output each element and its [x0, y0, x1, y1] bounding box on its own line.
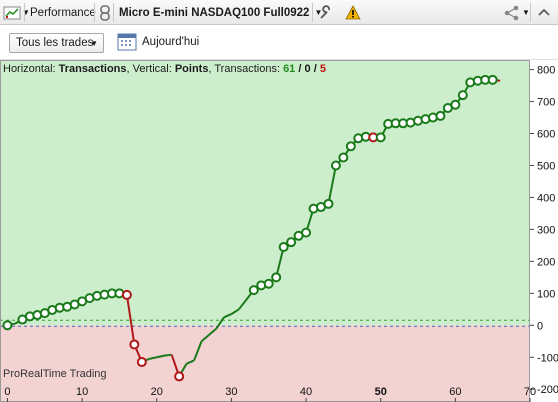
chevron-down-icon: ▼ — [522, 8, 530, 17]
instrument-selector[interactable]: Micro E-mini NASDAQ100 Full0922 ▼ — [119, 0, 322, 25]
equity-segment — [164, 353, 172, 357]
losses-count: 5 — [319, 63, 326, 75]
trade-point — [278, 241, 289, 252]
trade-point — [2, 320, 13, 331]
separator: / — [298, 63, 302, 75]
link-icon[interactable] — [99, 0, 111, 25]
trade-point — [323, 198, 334, 209]
trade-point — [129, 339, 140, 350]
filter-toolbar: Tous les trades ▼ Aujourd'hui — [0, 25, 558, 60]
y-tick-label: -200 — [537, 384, 558, 396]
trade-point — [121, 289, 132, 300]
y-tick-label: 800 — [537, 65, 555, 77]
trade-point — [338, 152, 349, 163]
trades-filter-label: Tous les trades — [16, 37, 94, 49]
trade-point — [286, 237, 297, 248]
equity-segment — [275, 246, 285, 278]
horizontal-axis-value: Transactions — [58, 63, 127, 75]
equity-segment — [230, 308, 240, 315]
trade-point — [248, 285, 259, 296]
y-tick-label: 500 — [537, 160, 555, 172]
share-icon[interactable]: ▼ — [503, 0, 530, 25]
neutral-count: 0 — [304, 63, 311, 75]
y-tick-label: 700 — [537, 97, 555, 109]
y-tick-label: 300 — [537, 224, 555, 236]
trade-point — [375, 132, 386, 143]
y-tick-label: 600 — [537, 129, 555, 141]
wins-count: 61 — [283, 63, 296, 75]
y-tick-label: 200 — [537, 256, 555, 268]
equity-curve-chart: -200 -100 0 100 200 300 400 500 600 700 800 0 10 20 30… — [0, 60, 558, 402]
trade-point — [136, 357, 147, 368]
trade-point — [450, 99, 461, 110]
equity-segment — [327, 165, 337, 205]
equity-segment — [125, 294, 136, 345]
trade-point — [301, 227, 312, 238]
trade-point — [174, 371, 185, 382]
window-menu[interactable]: ▼ — [3, 0, 30, 25]
trade-point — [263, 278, 274, 289]
equity-segment — [200, 334, 210, 343]
x-tick-label: 50 — [375, 386, 387, 398]
trade-point — [457, 90, 468, 101]
window-titlebar: ▼ Performance Micro E-mini NASDAQ100 Ful… — [0, 0, 558, 25]
equity-segment — [186, 359, 195, 365]
equity-segment — [238, 299, 248, 310]
date-label[interactable]: Aujourd'hui — [142, 36, 200, 48]
x-tick-label: 60 — [449, 386, 461, 398]
wrench-icon[interactable] — [318, 0, 334, 25]
separator: / — [313, 63, 317, 75]
chevron-down-icon: ▼ — [314, 8, 323, 17]
equity-segment — [156, 354, 165, 359]
negative-zone — [0, 325, 530, 402]
chart-caption: Horizontal: Transactions, Vertical: Poin… — [3, 63, 326, 75]
y-tick-label: -100 — [537, 352, 558, 364]
performance-icon — [3, 6, 21, 19]
chevron-down-icon: ▼ — [90, 39, 98, 48]
warning-icon[interactable] — [345, 0, 361, 25]
x-tick-label: 0 — [4, 386, 10, 398]
y-tick-label: 0 — [537, 320, 543, 332]
x-tick-label: 30 — [225, 386, 237, 398]
trade-point — [345, 141, 356, 152]
chevron-down-icon: ▼ — [22, 8, 30, 17]
x-tick-label: 20 — [151, 386, 163, 398]
trades-filter-dropdown[interactable]: Tous les trades ▼ — [9, 33, 104, 53]
y-tick-label: 100 — [537, 288, 555, 300]
equity-segment — [208, 327, 218, 336]
trade-point — [435, 110, 446, 121]
tab-performance[interactable]: Performance — [30, 6, 96, 19]
trade-point — [487, 74, 498, 85]
trade-point — [330, 160, 341, 171]
vertical-axis-label: Vertical: — [132, 63, 172, 75]
transactions-label: Transactions: — [214, 63, 280, 75]
x-tick-label: 10 — [76, 386, 88, 398]
y-tick-label: 400 — [537, 192, 555, 204]
equity-segment — [193, 340, 203, 361]
x-tick-label: 70 — [524, 386, 536, 398]
calendar-icon[interactable] — [117, 31, 137, 54]
trade-point — [271, 272, 282, 283]
watermark: ProRealTime Trading — [3, 368, 107, 380]
vertical-axis-value: Points — [174, 63, 209, 75]
x-tick-label: 40 — [300, 386, 312, 398]
horizontal-axis-label: Horizontal: — [3, 63, 56, 75]
equity-segment — [215, 316, 225, 330]
instrument-name: Micro E-mini NASDAQ100 Full0922 — [119, 6, 310, 19]
equity-segment — [149, 356, 157, 360]
collapse-icon[interactable] — [537, 0, 551, 25]
equity-segment — [223, 313, 232, 319]
